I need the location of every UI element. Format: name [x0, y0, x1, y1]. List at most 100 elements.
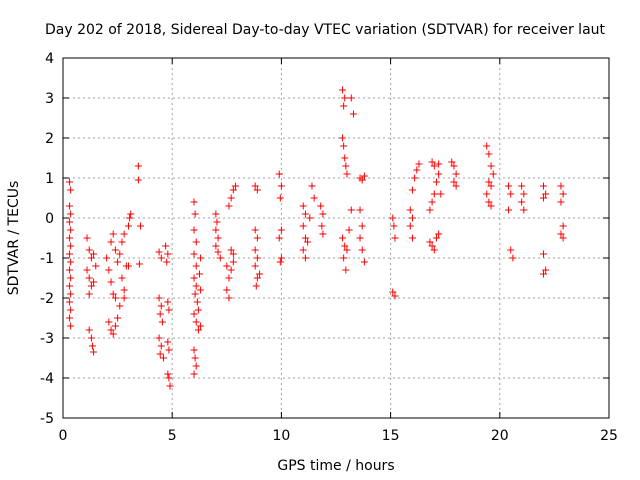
- data-point: [557, 230, 565, 238]
- data-point: [67, 274, 75, 282]
- data-point: [125, 262, 133, 270]
- data-point: [164, 298, 172, 306]
- data-point: [67, 290, 75, 298]
- y-tick-label: 1: [45, 171, 54, 187]
- data-point: [109, 290, 117, 298]
- data-point: [430, 162, 438, 170]
- data-point: [190, 250, 198, 258]
- data-point: [408, 186, 416, 194]
- data-point: [358, 246, 366, 254]
- data-point: [66, 178, 74, 186]
- data-point: [342, 266, 350, 274]
- data-point: [156, 350, 164, 358]
- data-point: [67, 210, 75, 218]
- data-point: [66, 314, 74, 322]
- data-point: [118, 274, 126, 282]
- data-point: [190, 226, 198, 234]
- data-point: [483, 190, 491, 198]
- data-point: [125, 222, 133, 230]
- data-point: [251, 262, 259, 270]
- data-point: [356, 206, 364, 214]
- data-point: [111, 294, 119, 302]
- data-point: [435, 230, 443, 238]
- data-point: [489, 170, 497, 178]
- data-point: [165, 374, 173, 382]
- data-point: [162, 242, 170, 250]
- x-tick-label: 10: [272, 428, 290, 444]
- data-point: [360, 172, 368, 180]
- data-point: [190, 346, 198, 354]
- data-point: [225, 274, 233, 282]
- data-point: [227, 246, 235, 254]
- data-point: [83, 266, 91, 274]
- data-points: [66, 86, 567, 390]
- data-point: [85, 290, 93, 298]
- data-point: [356, 234, 364, 242]
- data-point: [155, 248, 163, 256]
- data-point: [437, 190, 445, 198]
- data-point: [137, 222, 145, 230]
- data-point: [432, 234, 440, 242]
- data-point: [114, 258, 122, 266]
- data-point: [340, 254, 348, 262]
- data-point: [214, 248, 222, 256]
- data-point: [67, 306, 75, 314]
- data-point: [557, 198, 565, 206]
- data-point: [164, 338, 172, 346]
- data-point: [85, 274, 93, 282]
- data-point: [90, 250, 98, 258]
- data-point: [114, 314, 122, 322]
- data-point: [85, 246, 93, 254]
- data-point: [539, 250, 547, 258]
- data-point: [192, 318, 200, 326]
- data-point: [426, 238, 434, 246]
- y-tick-label: 0: [45, 211, 54, 227]
- data-point: [67, 258, 75, 266]
- data-point: [155, 294, 163, 302]
- data-point: [452, 170, 460, 178]
- data-point: [197, 286, 205, 294]
- data-point: [485, 198, 493, 206]
- data-point: [318, 222, 326, 230]
- data-point: [450, 178, 458, 186]
- data-point: [340, 102, 348, 110]
- data-point: [389, 214, 397, 222]
- data-point: [67, 226, 75, 234]
- data-point: [518, 182, 526, 190]
- data-point: [341, 154, 349, 162]
- x-tick-label: 0: [59, 428, 68, 444]
- data-point: [507, 190, 515, 198]
- data-point: [485, 178, 493, 186]
- data-point: [301, 234, 309, 242]
- data-point: [450, 162, 458, 170]
- data-point: [275, 234, 283, 242]
- data-point: [163, 258, 171, 266]
- data-point: [120, 294, 128, 302]
- data-point: [107, 326, 115, 334]
- data-point: [435, 160, 443, 168]
- data-point: [505, 206, 513, 214]
- data-point: [559, 190, 567, 198]
- data-point: [127, 210, 135, 218]
- data-point: [542, 190, 550, 198]
- y-tick-label: -2: [40, 291, 54, 307]
- y-axis-ticks: -5 -4 -3 -2 -1 0 1 2 3 4: [40, 51, 609, 427]
- y-tick-label: -4: [40, 371, 54, 387]
- data-point: [341, 242, 349, 250]
- data-point: [391, 234, 399, 242]
- data-point: [347, 94, 355, 102]
- data-point: [557, 182, 565, 190]
- data-point: [390, 222, 398, 230]
- data-point: [66, 250, 74, 258]
- data-point: [539, 194, 547, 202]
- data-point: [155, 334, 163, 342]
- data-point: [275, 170, 283, 178]
- data-point: [339, 134, 347, 142]
- data-point: [88, 342, 96, 350]
- data-point: [339, 86, 347, 94]
- data-point: [105, 318, 113, 326]
- data-point: [559, 222, 567, 230]
- data-point: [116, 250, 124, 258]
- data-point: [87, 254, 95, 262]
- data-point: [194, 326, 202, 334]
